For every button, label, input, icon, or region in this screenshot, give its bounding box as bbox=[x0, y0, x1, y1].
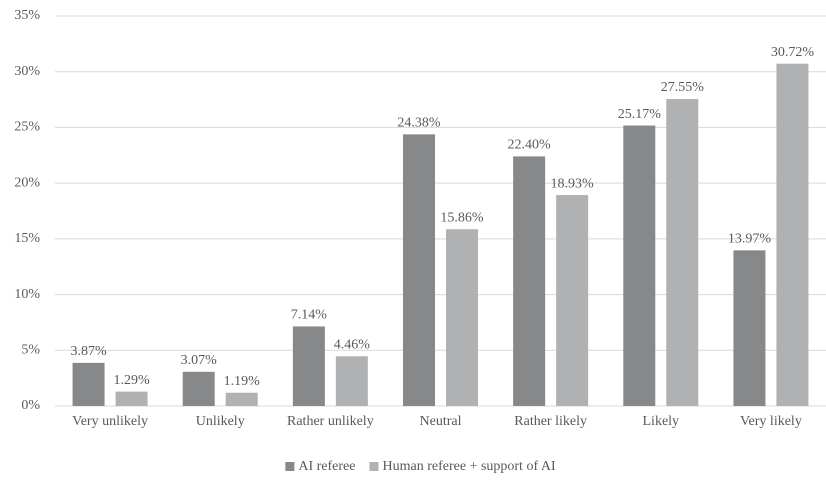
bar bbox=[403, 134, 435, 406]
value-label: 1.29% bbox=[113, 373, 150, 388]
bar bbox=[225, 392, 258, 406]
y-tick-label: 10% bbox=[14, 287, 40, 302]
legend-swatch bbox=[285, 462, 295, 471]
legend-item: Human referee + support of AI bbox=[369, 459, 556, 474]
bar bbox=[446, 229, 478, 406]
bar bbox=[115, 391, 148, 406]
bar bbox=[776, 63, 809, 406]
bar bbox=[623, 125, 656, 406]
value-label: 13.97% bbox=[728, 232, 772, 247]
value-label: 1.19% bbox=[224, 374, 261, 389]
x-tick-label: Likely bbox=[643, 414, 680, 429]
value-label: 30.72% bbox=[771, 45, 815, 60]
x-tick-label: Rather unlikely bbox=[287, 414, 374, 429]
x-tick-label: Neutral bbox=[420, 414, 462, 429]
y-tick-label: 20% bbox=[14, 175, 40, 190]
value-label: 4.46% bbox=[334, 338, 371, 353]
bar bbox=[72, 362, 105, 406]
value-label: 27.55% bbox=[661, 80, 705, 95]
y-tick-label: 25% bbox=[14, 120, 40, 135]
bar bbox=[292, 326, 325, 406]
legend-label: AI referee bbox=[298, 459, 355, 474]
bar bbox=[182, 371, 215, 406]
value-label: 15.86% bbox=[440, 210, 484, 225]
bar bbox=[513, 156, 546, 406]
value-label: 18.93% bbox=[551, 176, 595, 191]
value-label: 22.40% bbox=[508, 138, 552, 153]
bar bbox=[666, 99, 699, 406]
x-tick-label: Very likely bbox=[740, 414, 802, 429]
legend-label: Human referee + support of AI bbox=[383, 459, 556, 474]
y-tick-label: 0% bbox=[21, 398, 40, 413]
y-tick-label: 15% bbox=[14, 231, 40, 246]
y-tick-label: 30% bbox=[14, 64, 40, 79]
legend-swatch bbox=[369, 462, 379, 471]
bar bbox=[556, 195, 589, 406]
y-tick-label: 35% bbox=[14, 8, 40, 23]
y-tick-label: 5% bbox=[21, 343, 40, 358]
value-label: 25.17% bbox=[618, 107, 662, 122]
value-label: 3.07% bbox=[181, 353, 218, 368]
value-label: 3.87% bbox=[70, 344, 107, 359]
value-label: 7.14% bbox=[291, 308, 328, 323]
bar bbox=[733, 250, 766, 406]
legend-item: AI referee bbox=[285, 459, 356, 474]
x-tick-label: Unlikely bbox=[196, 414, 245, 429]
x-tick-label: Rather likely bbox=[514, 414, 587, 429]
bar bbox=[335, 356, 368, 406]
x-tick-label: Very unlikely bbox=[72, 414, 148, 429]
value-label: 24.38% bbox=[397, 116, 441, 131]
